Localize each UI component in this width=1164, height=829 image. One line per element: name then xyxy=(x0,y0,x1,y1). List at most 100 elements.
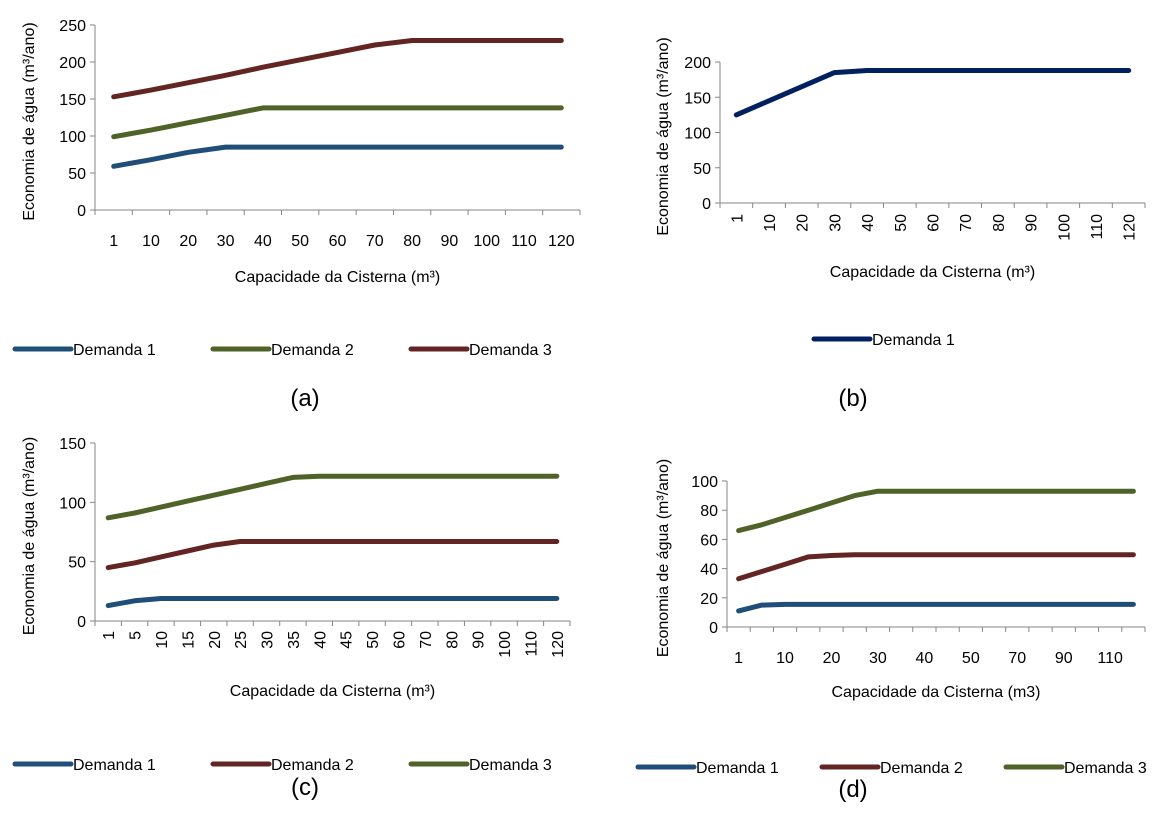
series-line-demanda-2 xyxy=(105,539,560,571)
x-tick-label: 90 xyxy=(1055,650,1073,667)
panel-label: (b) xyxy=(838,385,867,412)
series-line-demanda-1 xyxy=(733,68,1132,118)
x-tick-label: 110 xyxy=(523,631,540,657)
x-tick-label: 50 xyxy=(962,650,980,667)
x-tick-label: 110 xyxy=(511,233,537,250)
x-tick-label: 30 xyxy=(260,631,277,649)
y-tick-label: 50 xyxy=(693,161,711,178)
x-tick-label: 100 xyxy=(473,233,500,250)
y-tick-label: 0 xyxy=(709,620,718,637)
y-tick-label: 50 xyxy=(68,555,86,572)
legend-label: Demanda 1 xyxy=(872,332,955,349)
x-tick-label: 90 xyxy=(471,631,488,649)
legend-label: Demanda 1 xyxy=(73,757,156,774)
x-tick-label: 40 xyxy=(915,650,933,667)
x-tick-label: 60 xyxy=(926,214,943,232)
x-tick-label: 50 xyxy=(291,233,309,250)
x-tick-label: 10 xyxy=(776,650,794,667)
legend-label: Demanda 3 xyxy=(469,342,552,359)
series-line-demanda-2 xyxy=(736,552,1136,582)
x-tick-label: 120 xyxy=(1122,214,1139,241)
x-tick-label: 30 xyxy=(827,214,844,232)
series-line-demanda-1 xyxy=(736,601,1136,614)
y-tick-label: 200 xyxy=(684,55,711,72)
x-tick-label: 80 xyxy=(403,233,421,250)
y-tick-label: 0 xyxy=(77,203,86,220)
legend-label: Demanda 3 xyxy=(469,757,552,774)
x-tick-label: 20 xyxy=(795,214,812,232)
x-tick-label: 110 xyxy=(1089,214,1106,240)
x-tick-label: 5 xyxy=(128,631,145,640)
y-tick-label: 50 xyxy=(68,166,86,183)
y-tick-label: 200 xyxy=(59,55,86,72)
y-tick-label: 150 xyxy=(684,90,711,107)
series-line-demanda-1 xyxy=(111,144,564,169)
x-tick-label: 10 xyxy=(154,631,171,649)
y-tick-label: 100 xyxy=(59,129,86,146)
y-tick-label: 40 xyxy=(700,562,718,579)
x-tick-label: 50 xyxy=(893,214,910,232)
x-tick-label: 70 xyxy=(958,214,975,232)
y-tick-label: 0 xyxy=(702,196,711,213)
x-tick-label: 30 xyxy=(869,650,887,667)
y-tick-label: 60 xyxy=(700,532,718,549)
x-tick-label: 45 xyxy=(339,631,356,649)
x-axis-title: Capacidade da Cisterna (m³) xyxy=(230,683,435,700)
x-tick-label: 110 xyxy=(1097,650,1123,667)
x-tick-label: 10 xyxy=(142,233,160,250)
x-tick-label: 10 xyxy=(762,214,779,232)
x-tick-label: 90 xyxy=(1024,214,1041,232)
y-axis-title: Economia de água (m³/ano) xyxy=(655,37,672,235)
legend-label: Demanda 3 xyxy=(1064,760,1147,777)
y-tick-label: 80 xyxy=(700,503,718,520)
x-tick-label: 80 xyxy=(991,214,1008,232)
y-tick-label: 150 xyxy=(59,92,86,109)
series-line-demanda-3 xyxy=(111,38,564,100)
x-tick-label: 60 xyxy=(391,631,408,649)
panel-label: (d) xyxy=(838,776,867,803)
legend-label: Demanda 1 xyxy=(73,342,156,359)
panel-label: (a) xyxy=(290,385,319,412)
legend-label: Demanda 2 xyxy=(271,757,354,774)
x-tick-label: 35 xyxy=(286,631,303,649)
y-tick-label: 250 xyxy=(59,18,86,35)
x-tick-label: 30 xyxy=(217,233,235,250)
legend-label: Demanda 2 xyxy=(880,760,963,777)
y-tick-label: 100 xyxy=(59,495,86,512)
legend-label: Demanda 2 xyxy=(271,342,354,359)
x-tick-label: 1 xyxy=(109,233,118,250)
y-tick-label: 20 xyxy=(700,591,718,608)
x-tick-label: 1 xyxy=(734,650,743,667)
x-tick-label: 25 xyxy=(233,631,250,649)
x-tick-label: 1 xyxy=(729,214,746,223)
x-axis-title: Capacidade da Cisterna (m³) xyxy=(235,269,440,286)
x-tick-label: 100 xyxy=(497,631,514,658)
x-tick-label: 80 xyxy=(444,631,461,649)
y-axis-title: Economia de água (m³/ano) xyxy=(21,437,38,635)
y-axis-title: Economia de água (m³/ano) xyxy=(655,459,672,657)
x-tick-label: 50 xyxy=(365,631,382,649)
legend-label: Demanda 1 xyxy=(696,760,779,777)
x-tick-label: 100 xyxy=(1056,214,1073,241)
panel-label: (c) xyxy=(291,774,319,801)
x-tick-label: 1 xyxy=(101,631,118,640)
x-tick-label: 70 xyxy=(418,631,435,649)
x-tick-label: 120 xyxy=(550,631,567,658)
y-tick-label: 150 xyxy=(59,436,86,453)
x-axis-title: Capacidade da Cisterna (m³) xyxy=(830,264,1035,281)
x-tick-label: 120 xyxy=(548,233,575,250)
y-axis-title: Economia de água (m³/ano) xyxy=(21,22,38,220)
x-tick-label: 20 xyxy=(207,631,224,649)
y-tick-label: 0 xyxy=(77,614,86,631)
series-line-demanda-3 xyxy=(105,473,560,521)
x-tick-label: 40 xyxy=(860,214,877,232)
series-line-demanda-2 xyxy=(111,105,564,140)
series-line-demanda-3 xyxy=(736,488,1136,534)
y-tick-label: 100 xyxy=(684,126,711,143)
x-tick-label: 70 xyxy=(1008,650,1026,667)
x-tick-label: 20 xyxy=(823,650,841,667)
x-tick-label: 40 xyxy=(254,233,272,250)
x-tick-label: 60 xyxy=(329,233,347,250)
x-tick-label: 40 xyxy=(312,631,329,649)
